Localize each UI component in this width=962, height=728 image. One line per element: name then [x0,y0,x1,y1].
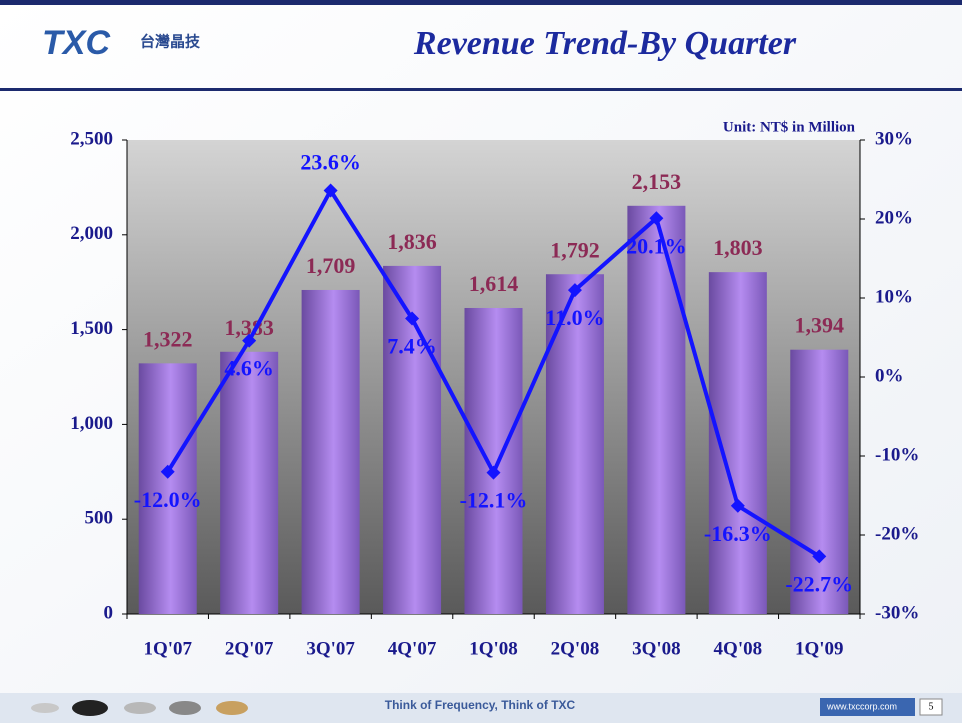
y-tick-label: 1,000 [70,413,113,434]
y2-tick-label: -20% [875,523,919,544]
top-border [0,0,962,5]
y2-tick-label: 0% [875,365,904,386]
bar [220,351,279,614]
footer-text: Think of Frequency, Think of TXC [385,698,576,712]
line-marker [730,498,745,513]
chart-title: Revenue Trend-By Quarter [413,25,797,62]
y-tick-label: 1,500 [70,318,113,339]
x-tick-label: 3Q'07 [306,638,355,659]
footer-icons [31,700,248,716]
website-box [820,698,915,716]
x-tick-label: 4Q'08 [714,638,763,659]
bar [301,289,360,614]
y2-tick-label: -30% [875,602,919,623]
bar-value-label: 1,394 [795,313,845,338]
bar [627,205,686,614]
x-tick-label: 4Q'07 [388,638,437,659]
y-tick-label: 2,000 [70,223,113,244]
bar-value-label: 2,153 [632,169,682,194]
line-value-label: -12.0% [134,487,202,512]
x-tick-label: 2Q'07 [225,638,274,659]
line-value-label: 7.4% [387,334,437,359]
bar-value-label: 1,614 [469,271,519,296]
bar-value-label: 1,792 [550,237,600,262]
line-value-label: 11.0% [545,305,604,330]
line-value-label: 4.6% [224,356,274,381]
footer-strip [0,693,962,723]
x-tick-label: 1Q'07 [143,638,192,659]
bar-value-label: 1,803 [713,235,763,260]
line-marker [486,465,501,480]
bar [138,363,197,614]
page-number: 5 [929,701,934,712]
line-marker [242,333,257,348]
line-marker [323,183,338,198]
bar [790,349,849,614]
x-tick-label: 1Q'09 [795,638,844,659]
line-marker [812,549,827,564]
bar [464,307,523,614]
line-value-label: 20.1% [626,233,687,258]
line-marker [160,464,175,479]
x-tick-label: 2Q'08 [551,638,600,659]
y2-tick-label: 20% [875,207,913,228]
unit-annotation: Unit: NT$ in Million [723,119,856,135]
x-tick-label: 3Q'08 [632,638,681,659]
bar-value-label: 1,322 [143,326,193,351]
line-value-label: -22.7% [785,571,853,596]
logo-cn: 台灣晶技 [140,33,201,51]
y2-tick-label: -10% [875,444,919,465]
x-tick-label: 1Q'08 [469,638,518,659]
line-value-label: -16.3% [704,521,772,546]
bar-value-label: 1,836 [387,229,437,254]
bar [708,272,767,614]
y2-tick-label: 30% [875,128,913,149]
website: www.txccorp.com [826,701,897,711]
line-marker [567,283,582,298]
line-value-label: -12.1% [460,488,528,513]
y2-tick-label: 10% [875,286,913,307]
line-marker [405,311,420,326]
y-tick-label: 500 [85,508,114,529]
line-marker [649,211,664,226]
logo: TXC [42,24,110,62]
page-box [919,698,943,716]
y-tick-label: 2,500 [70,128,113,149]
line-value-label: 23.6% [300,150,361,175]
y-tick-label: 0 [104,602,114,623]
header-rule [0,88,962,91]
bar-value-label: 1,709 [306,253,356,278]
